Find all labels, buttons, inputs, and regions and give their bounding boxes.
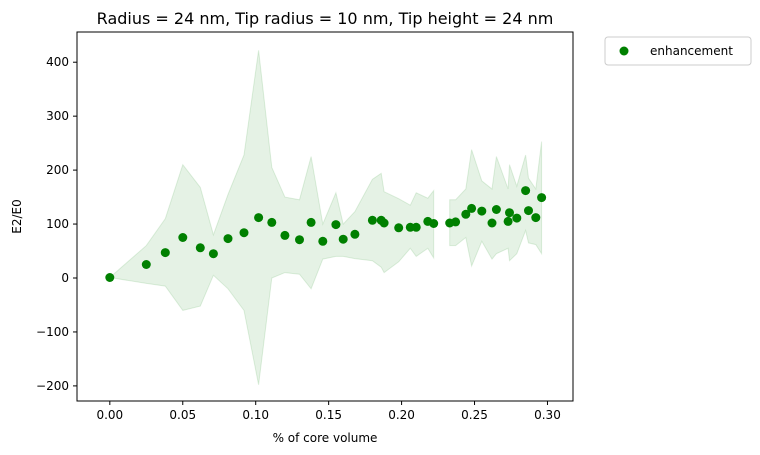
data-point — [411, 222, 421, 232]
data-point — [141, 260, 151, 269]
data-point — [524, 206, 533, 216]
data-point — [160, 248, 170, 258]
x-tick-label: 0.05 — [169, 408, 196, 422]
data-point — [195, 243, 205, 253]
y-tick-label: 200 — [46, 163, 69, 177]
y-axis-label: E2/E0 — [10, 199, 24, 233]
legend-marker — [619, 46, 629, 56]
data-point — [451, 217, 461, 227]
x-axis-ticks: 0.00 0.05 0.10 0.15 0.20 0.25 0.30 — [96, 401, 561, 422]
data-point — [295, 235, 304, 245]
x-axis-label: % of core volume — [273, 431, 378, 445]
data-point — [467, 203, 477, 213]
data-point — [379, 218, 389, 228]
confidence-band — [108, 50, 543, 385]
data-point — [318, 236, 328, 246]
data-point — [505, 208, 514, 218]
data-point — [178, 233, 188, 242]
y-axis-ticks: −200 −100 0 100 200 300 400 — [36, 55, 77, 393]
y-tick-label: 300 — [46, 109, 69, 123]
x-tick-label: 0.30 — [534, 408, 561, 422]
data-point — [537, 193, 547, 203]
plot-area-frame — [76, 31, 574, 402]
data-point — [306, 217, 316, 227]
data-point — [503, 216, 513, 226]
data-point — [461, 209, 471, 219]
data-point — [223, 234, 233, 244]
data-point — [521, 186, 531, 196]
data-point — [239, 228, 249, 238]
data-point — [531, 213, 541, 223]
data-point — [254, 213, 264, 223]
data-point — [208, 249, 218, 259]
data-point — [350, 229, 360, 239]
y-tick-label: 100 — [46, 217, 69, 231]
band-segment-1 — [449, 141, 543, 268]
data-point — [105, 273, 115, 282]
scatter-points — [105, 186, 547, 282]
legend-entry-label: enhancement — [650, 44, 733, 58]
data-point — [331, 220, 341, 230]
data-point — [487, 218, 497, 228]
data-point — [367, 215, 377, 225]
x-tick-label: 0.25 — [461, 408, 488, 422]
legend-box — [604, 36, 752, 66]
x-tick-label: 0.10 — [242, 408, 269, 422]
chart-title: Radius = 24 nm, Tip radius = 10 nm, Tip … — [97, 9, 554, 28]
data-point — [512, 213, 522, 223]
data-point — [267, 217, 277, 227]
data-point — [477, 206, 487, 216]
y-tick-label: −200 — [36, 379, 69, 393]
x-tick-label: 0.00 — [96, 408, 123, 422]
x-tick-label: 0.20 — [388, 408, 415, 422]
data-point — [394, 223, 404, 233]
data-point — [280, 230, 290, 240]
x-tick-label: 0.15 — [315, 408, 342, 422]
data-point — [338, 234, 348, 244]
y-tick-label: 0 — [61, 271, 69, 285]
y-tick-label: 400 — [46, 55, 69, 69]
data-point — [429, 219, 439, 228]
legend: enhancement — [604, 36, 752, 66]
y-tick-label: −100 — [36, 325, 69, 339]
data-point — [491, 205, 501, 214]
band-segment-0 — [108, 50, 435, 385]
